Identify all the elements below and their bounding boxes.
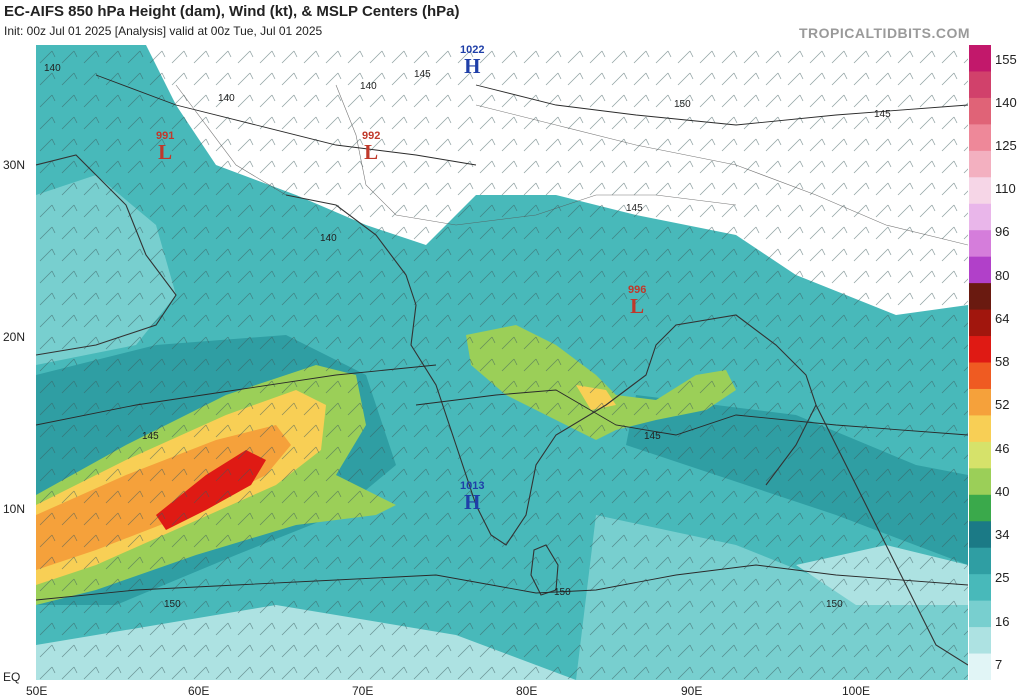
colorbar-swatch <box>969 309 991 337</box>
low-pressure-center-1: 991 L <box>156 130 175 164</box>
contour-label: 150 <box>554 587 571 598</box>
colorbar-label: 155 <box>995 52 1017 67</box>
colorbar-label: 52 <box>995 397 1010 412</box>
high-pressure-center-2: 1013 H <box>460 480 485 514</box>
colorbar-label: 110 <box>995 181 1016 196</box>
colorbar-swatch <box>969 150 991 178</box>
colorbar-label: 34 <box>995 527 1010 542</box>
contour-label: 145 <box>644 431 661 442</box>
height-contours <box>36 74 968 601</box>
colorbar-swatch <box>969 336 991 363</box>
colorbar-label: 64 <box>995 311 1010 326</box>
brand-watermark: TROPICALTIDBITS.COM <box>798 25 970 41</box>
colorbar-swatch <box>969 468 991 496</box>
coastlines <box>36 154 968 666</box>
colorbar-swatch <box>969 45 991 72</box>
colorbar-swatch <box>969 627 991 655</box>
lat-label: 20N <box>3 330 26 344</box>
map-title: EC-AIFS 850 hPa Height (dam), Wind (kt),… <box>4 3 460 20</box>
high-symbol: H <box>464 54 481 78</box>
colorbar-swatch <box>969 547 991 575</box>
wind-colorbar <box>969 45 991 680</box>
colorbar-swatch <box>969 283 991 311</box>
map-subtitle: Init: 00z Jul 01 2025 [Analysis] valid a… <box>4 24 323 38</box>
colorbar-label: 7 <box>995 657 1003 672</box>
low-symbol: L <box>158 140 173 164</box>
colorbar-swatch <box>969 415 991 443</box>
contour-label: 140 <box>320 233 337 244</box>
low-pressure-center-2: 992 L <box>362 130 381 164</box>
contour-label: 150 <box>164 599 181 610</box>
lon-label: 90E <box>681 684 703 698</box>
colorbar-swatch <box>969 388 991 416</box>
lon-label: 80E <box>516 684 538 698</box>
contour-label: 145 <box>414 69 431 80</box>
contour-label: 145 <box>626 203 643 214</box>
colorbar-swatch <box>969 256 991 284</box>
contour-label: 145 <box>142 431 159 442</box>
colorbar-label: 140 <box>995 95 1017 110</box>
colorbar-label: 16 <box>995 614 1010 629</box>
colorbar-swatch <box>969 203 991 231</box>
weather-map: 991 L 992 L 1022 H 996 L 1013 H 140 140 … <box>36 45 968 680</box>
colorbar-label: 96 <box>995 224 1010 239</box>
contour-label: 140 <box>360 81 377 92</box>
contour-label: 140 <box>44 63 61 74</box>
low-symbol: L <box>630 294 645 318</box>
high-pressure-center-1: 1022 H <box>460 45 485 78</box>
lat-label: 30N <box>3 158 26 172</box>
colorbar-swatch <box>969 441 991 469</box>
colorbar-swatch <box>969 97 991 125</box>
high-symbol: H <box>464 490 481 514</box>
colorbar-swatch <box>969 600 991 628</box>
colorbar-swatch <box>969 177 991 205</box>
lon-label: 60E <box>188 684 210 698</box>
colorbar-label: 125 <box>995 138 1017 153</box>
colorbar-swatch <box>969 230 991 258</box>
pressure-value: 992 <box>362 130 381 142</box>
borders <box>175 84 968 246</box>
colorbar-swatch <box>969 71 991 99</box>
contour-label: 150 <box>826 599 843 610</box>
map-canvas <box>36 45 968 680</box>
contour-label: 140 <box>218 93 235 104</box>
lat-label: 10N <box>3 502 26 516</box>
low-symbol: L <box>364 140 379 164</box>
pressure-value: 996 <box>628 284 647 296</box>
contour-label: 150 <box>674 99 691 110</box>
colorbar-swatch <box>969 653 991 680</box>
colorbar-label: 40 <box>995 484 1010 499</box>
pressure-value: 1013 <box>460 480 485 492</box>
colorbar-label: 25 <box>995 570 1010 585</box>
colorbar-swatch <box>969 521 991 549</box>
colorbar-swatch <box>969 494 991 522</box>
colorbar-swatches <box>969 45 991 680</box>
colorbar-label: 46 <box>995 441 1010 456</box>
colorbar-swatch <box>969 124 991 152</box>
colorbar-swatch <box>969 362 991 390</box>
pressure-value: 1022 <box>460 45 485 56</box>
colorbar-swatch <box>969 574 991 602</box>
colorbar-label: 58 <box>995 354 1010 369</box>
lat-label: EQ <box>3 670 21 684</box>
low-pressure-center-3: 996 L <box>628 284 647 318</box>
lon-label: 50E <box>26 684 48 698</box>
pressure-value: 991 <box>156 130 175 142</box>
contour-label: 145 <box>874 109 891 120</box>
lon-label: 70E <box>352 684 374 698</box>
colorbar-label: 80 <box>995 268 1010 283</box>
lon-label: 100E <box>842 684 871 698</box>
